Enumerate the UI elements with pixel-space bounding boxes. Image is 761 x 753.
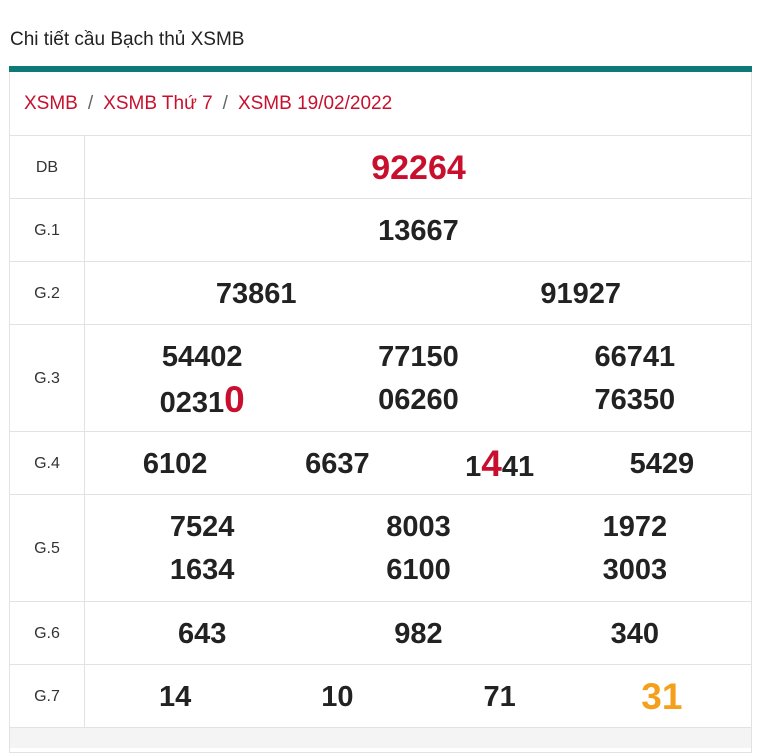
- number-part: 66741: [594, 341, 676, 373]
- number-part: 1634: [169, 554, 235, 586]
- page-title: Chi tiết cầu Bạch thủ XSMB: [10, 29, 245, 50]
- table-row: G.3 54402 77150 66741 02310 06260 76350: [10, 324, 751, 432]
- prize-number: 31: [641, 678, 682, 717]
- prize-number: 6100: [386, 553, 451, 587]
- number-part: 340: [610, 618, 660, 650]
- number-part: 4: [481, 443, 502, 484]
- prize-number: 7524: [170, 510, 235, 544]
- prize-number: 66741: [595, 340, 676, 374]
- breadcrumb-link[interactable]: XSMB Thứ 7: [103, 93, 213, 114]
- prize-number: 8003: [386, 510, 451, 544]
- prize-number: 6102: [143, 447, 208, 481]
- prize-number: 92264: [371, 151, 466, 187]
- number-part: 3003: [602, 554, 668, 586]
- number-part: 77150: [378, 341, 459, 373]
- number-part: 643: [177, 618, 227, 650]
- prize-number: 1972: [603, 510, 668, 544]
- number-part: 73861: [215, 278, 297, 310]
- prize-number: 6637: [305, 447, 370, 481]
- number-part: 92264: [371, 149, 466, 187]
- prize-number: 77150: [378, 340, 459, 374]
- number-part: 13667: [378, 215, 459, 247]
- prize-number: 91927: [540, 277, 621, 311]
- breadcrumb: XSMB / XSMB Thứ 7 / XSMB 19/02/2022: [24, 93, 392, 115]
- row-label: G.4: [10, 432, 85, 495]
- number-part: 0: [224, 379, 245, 420]
- number-part: 71: [483, 681, 516, 713]
- prize-number: 982: [394, 617, 442, 651]
- title-bar: [9, 66, 752, 72]
- page: Chi tiết cầu Bạch thủ XSMB XSMB / XSMB Thứ…: [9, 29, 752, 753]
- table-row: G.5 7524 8003 1972 1634 6100 3003: [10, 494, 751, 602]
- prize-number: 76350: [595, 383, 676, 417]
- number-part: 0231: [159, 387, 225, 419]
- number-part: 10: [321, 681, 354, 713]
- number-part: 1: [465, 451, 482, 483]
- prize-number: 340: [611, 617, 659, 651]
- number-part: 76350: [594, 384, 676, 416]
- prize-number: 71: [483, 680, 515, 714]
- row-label: G.1: [10, 199, 85, 262]
- table-row: G.2 73861 91927: [10, 261, 751, 325]
- breadcrumb-link[interactable]: XSMB: [24, 93, 78, 114]
- number-part: 5429: [629, 448, 695, 480]
- breadcrumb-separator: /: [222, 93, 228, 114]
- table-row: G.1 13667: [10, 198, 751, 262]
- prize-number: 1441: [465, 445, 535, 484]
- number-part: 31: [641, 676, 683, 717]
- number-part: 8003: [386, 511, 451, 543]
- table-row: G.7 14 10 71 31: [10, 664, 751, 728]
- number-part: 06260: [378, 384, 459, 416]
- table-row: G.4 6102 6637 1441 5429: [10, 431, 751, 495]
- number-part: 91927: [540, 278, 622, 310]
- prize-number: 54402: [162, 340, 243, 374]
- prize-number: 10: [321, 680, 353, 714]
- table-row: [10, 727, 751, 748]
- row-label: G.2: [10, 262, 85, 325]
- prize-number: 06260: [378, 383, 459, 417]
- row-label: G.6: [10, 602, 85, 665]
- prize-number: 13667: [378, 214, 459, 248]
- row-label: G.7: [10, 665, 85, 728]
- number-part: 1972: [602, 511, 668, 543]
- prize-number: 643: [178, 617, 226, 651]
- prize-number: 5429: [630, 447, 695, 481]
- number-part: 14: [158, 681, 192, 713]
- table-row: G.6 643 982 340: [10, 601, 751, 665]
- breadcrumb-link[interactable]: XSMB 19/02/2022: [237, 93, 393, 114]
- number-part: 6102: [142, 448, 208, 480]
- row-label: G.3: [10, 325, 85, 432]
- number-part: 54402: [161, 341, 243, 373]
- prize-number: 14: [159, 680, 191, 714]
- breadcrumb-separator: /: [87, 93, 94, 114]
- number-part: 6100: [386, 554, 451, 586]
- number-part: 41: [501, 451, 535, 483]
- number-part: 6637: [305, 448, 370, 480]
- number-part: 982: [394, 618, 443, 650]
- table-row: DB 92264: [10, 135, 751, 199]
- prize-number: 1634: [170, 553, 235, 587]
- prize-number: 02310: [159, 381, 245, 420]
- row-label: DB: [10, 136, 85, 199]
- row-label: G.5: [10, 495, 85, 602]
- number-part: 7524: [169, 511, 235, 543]
- prize-number: 73861: [216, 277, 297, 311]
- prize-number: 3003: [603, 553, 668, 587]
